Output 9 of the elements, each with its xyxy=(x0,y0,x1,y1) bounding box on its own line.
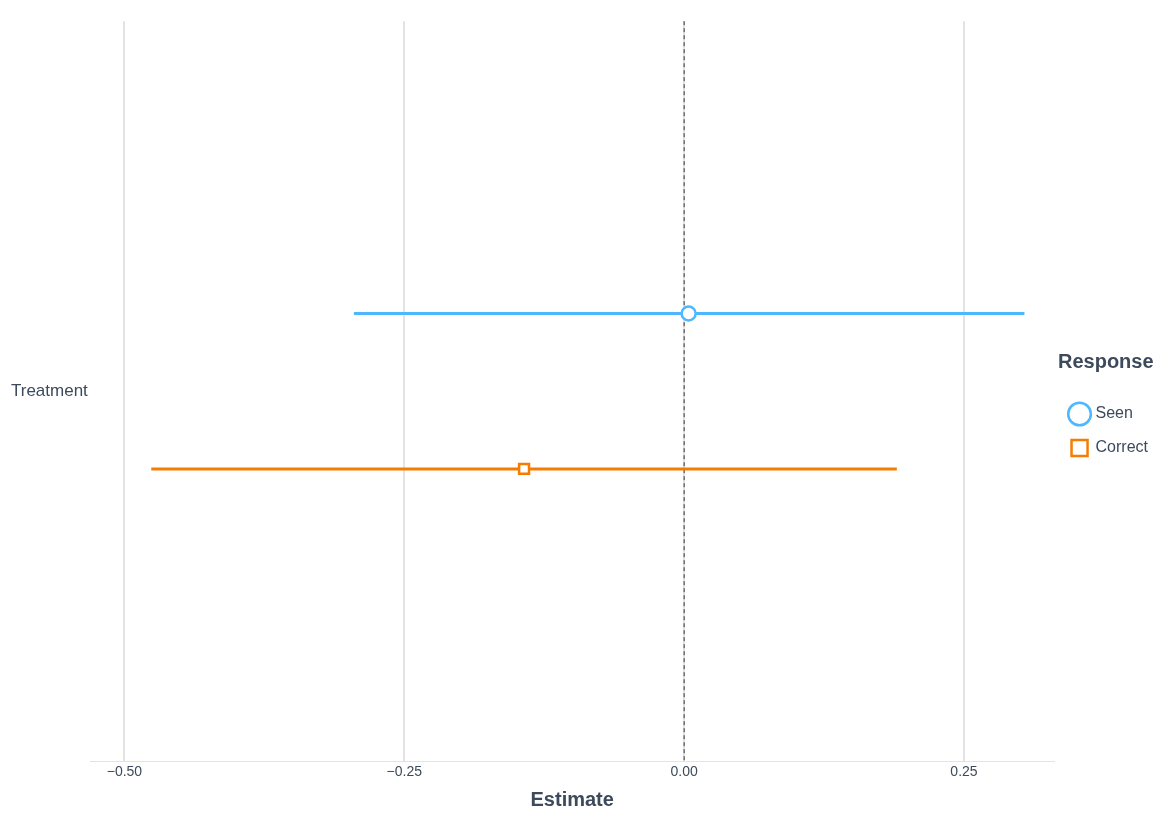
y-tick-label: Treatment xyxy=(11,380,89,400)
x-tick-label: −0.50 xyxy=(106,763,143,780)
legend-label: Seen xyxy=(1095,404,1133,422)
x-axis-title: Estimate xyxy=(530,787,614,810)
legend-title: Response xyxy=(1057,349,1154,372)
x-tick-label: 0.00 xyxy=(670,763,698,780)
x-tick-label: 0.25 xyxy=(950,763,978,780)
legend-label: Correct xyxy=(1095,438,1149,456)
x-tick-label: −0.25 xyxy=(386,763,423,780)
